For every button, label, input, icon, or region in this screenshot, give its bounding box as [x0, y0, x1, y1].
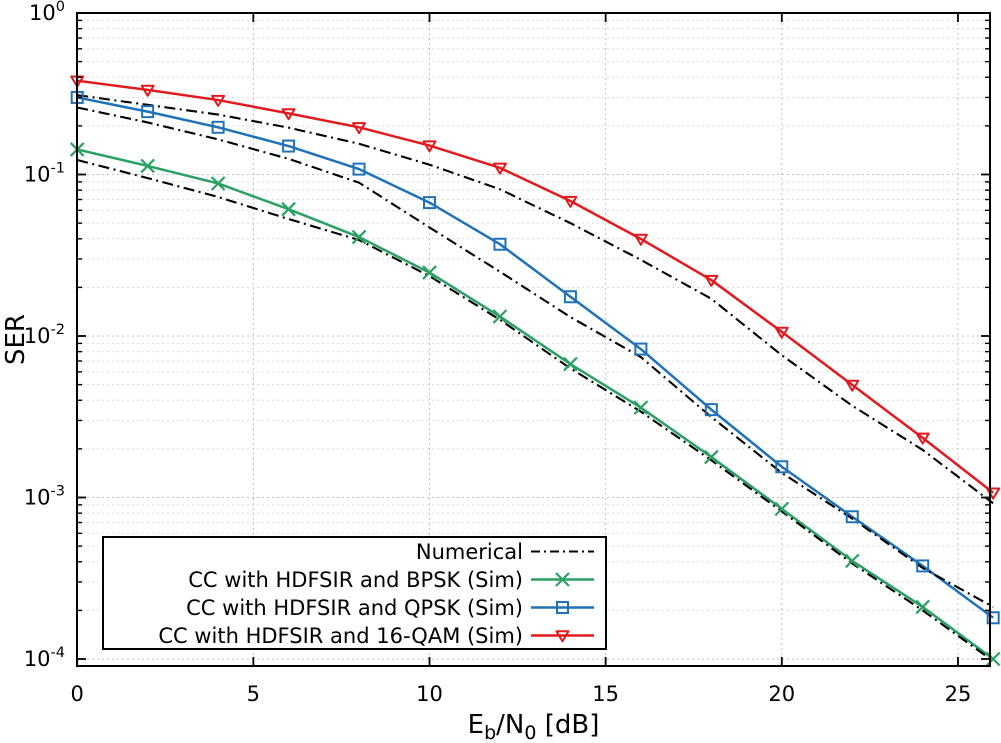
series-cc-hdfsir-qpsk-sim-markers: [70, 90, 1000, 625]
series-numerical-16qam-line: [77, 94, 994, 505]
series-numerical-bpsk-line: [76, 158, 994, 662]
x-tick-labels: 0 5 10 15 20 25: [71, 682, 972, 706]
legend-entry-0: Numerical: [416, 540, 594, 564]
svg-text:25: 25: [945, 682, 972, 706]
plot-frame: [76, 12, 991, 667]
svg-text:100: 100: [29, 0, 65, 25]
svg-text:20: 20: [768, 682, 795, 706]
svg-text:CC with HDFSIR and BPSK (Sim): CC with HDFSIR and BPSK (Sim): [188, 568, 523, 592]
series-numerical-qpsk-line: [76, 106, 994, 608]
svg-text:CC with HDFSIR and 16-QAM (Sim: CC with HDFSIR and 16-QAM (Sim): [158, 624, 523, 648]
y-tick-labels: 100 10-1 10-2 10-3 10-4: [24, 0, 65, 671]
axis-ticks: [76, 12, 990, 668]
svg-text:5: 5: [247, 682, 260, 706]
svg-text:15: 15: [592, 682, 619, 706]
legend-entry-2: CC with HDFSIR and QPSK (Sim): [186, 596, 594, 620]
series-cc-hdfsir-16qam-sim-line: [77, 79, 994, 494]
legend-entry-3: CC with HDFSIR and 16-QAM (Sim): [158, 624, 594, 648]
svg-text:10-4: 10-4: [24, 645, 65, 671]
svg-text:Numerical: Numerical: [416, 540, 523, 564]
svg-text:0: 0: [71, 682, 84, 706]
legend: Numerical CC with HDFSIR and BPSK (Sim) CC…: [102, 536, 607, 650]
series-cc-hdfsir-qpsk-sim-line: [76, 96, 994, 619]
x-axis-title: Eb/N0 [dB]: [468, 710, 600, 743]
grid-major-x: [252, 13, 959, 666]
svg-text:CC with HDFSIR and QPSK (Sim): CC with HDFSIR and QPSK (Sim): [186, 596, 523, 620]
legend-entry-1: CC with HDFSIR and BPSK (Sim): [188, 568, 594, 592]
svg-text:10: 10: [416, 682, 443, 706]
svg-text:10-2: 10-2: [24, 322, 65, 348]
svg-text:10-1: 10-1: [24, 161, 65, 187]
svg-text:10-3: 10-3: [24, 484, 65, 510]
series-cc-hdfsir-bpsk-sim-line: [76, 148, 994, 661]
legend-box: [102, 536, 607, 650]
series-cc-hdfsir-16qam-sim-markers: [70, 75, 1001, 500]
grid-major-y: [77, 174, 990, 660]
y-axis-title: SER: [1, 314, 31, 365]
